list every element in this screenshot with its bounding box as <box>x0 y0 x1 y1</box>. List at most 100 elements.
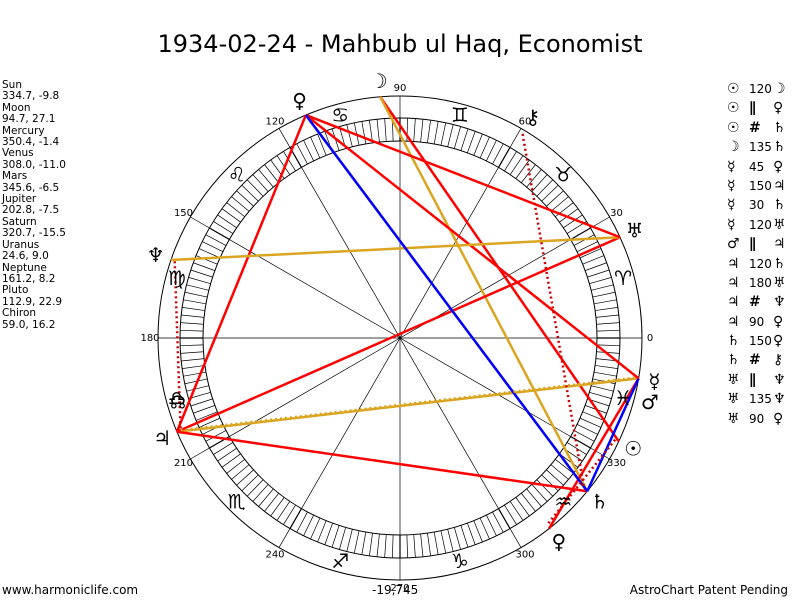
degree-labels: 0 30 60 90 120 150 180 210 240 270 300 330 <box>140 83 653 594</box>
aspect-type: 90 <box>749 411 765 426</box>
aspect-type: ∥ <box>749 100 756 117</box>
ring-tick <box>186 284 209 291</box>
ring-tick <box>486 140 497 162</box>
ring-tick <box>479 517 490 540</box>
sign-libra-icon: ♎ <box>168 386 186 410</box>
aspect-planet-2: ♄ <box>773 255 786 272</box>
aspect-planet-2: ♆ <box>773 371 786 388</box>
planet-mars-icon: ♂ <box>641 390 659 414</box>
aspect-planet-1: ☿ <box>727 177 736 194</box>
aspect-type: 135 <box>749 140 772 155</box>
aspect-planet-2: ♅ <box>773 216 786 233</box>
ring-tick <box>550 196 569 212</box>
ring-tick <box>473 133 483 156</box>
ring-tick <box>595 307 618 311</box>
ring-tick <box>406 534 409 558</box>
aspect-planet-1: ☿ <box>727 197 736 214</box>
aspect-row: ☉ ∥ ♀ <box>727 99 797 118</box>
aspect-planet-1: ♃ <box>727 255 740 272</box>
ring-tick <box>195 255 218 265</box>
ring-tick <box>182 365 205 369</box>
ring-tick <box>536 179 554 197</box>
sign-aries-icon: ♈ <box>614 266 632 290</box>
ring-tick <box>593 371 617 377</box>
ring-tick <box>241 474 259 492</box>
ring-tick <box>276 155 291 175</box>
ring-tick <box>246 479 264 497</box>
ring-tick <box>593 299 617 305</box>
ring-tick <box>595 314 619 318</box>
ring-tick <box>582 411 605 421</box>
ring-tick <box>566 442 587 455</box>
ring-tick <box>596 344 620 347</box>
ring-tick <box>195 411 218 421</box>
aspect-row: ♅ 135♆ <box>727 390 797 409</box>
sign-sagittarius-icon: ♐ <box>331 549 349 573</box>
ring-tick <box>384 118 387 142</box>
ring-tick <box>573 430 595 442</box>
ring-tick <box>576 424 598 435</box>
ring-tick <box>182 307 205 311</box>
north-node-icon: ☊ <box>170 393 186 414</box>
ring-tick <box>509 501 524 521</box>
ring-tick <box>486 514 497 536</box>
page-title: 1934-02-24 - Mahbub ul Haq, Economist <box>157 30 643 58</box>
ring-tick <box>258 488 274 507</box>
planet-coords-mercury: 350.4, -1.4 <box>2 136 60 149</box>
aspect-type: 180 <box>749 275 772 290</box>
ring-tick <box>183 299 207 305</box>
aspect-planet-2: ♀ <box>773 410 784 427</box>
aspect-type: 135 <box>749 392 772 407</box>
ring-tick <box>183 371 207 377</box>
aspect-planet-1: ♅ <box>727 371 740 388</box>
planet-coords-chiron: 59.0, 16.2 <box>2 318 56 331</box>
aspect-planet-2: ⚷ <box>773 352 784 369</box>
website-link[interactable]: www.harmoniclife.com <box>2 583 139 597</box>
planet-name-mercury: Mercury <box>2 124 45 137</box>
aspect-row: ☽ 135♄ <box>727 138 797 157</box>
ring-tick <box>440 530 447 554</box>
ring-tick <box>193 405 216 414</box>
degree-label: 330 <box>607 458 626 469</box>
aspect-planet-1: ♂ <box>727 236 740 253</box>
planet-positions-list: Sun 334.7, -9.8 Moon 94.7, 27.1 Mercury 350.4… <box>2 79 66 331</box>
sign-aquarius-icon: ♒ <box>554 489 572 513</box>
aspect-planet-2: ♃ <box>773 177 786 194</box>
aspect-row: ♂ ∥ ♃ <box>727 235 797 254</box>
sign-pisces-icon: ♓ <box>614 386 632 410</box>
aspect-row: ☿ 30 ♄ <box>727 196 797 215</box>
ring-tick <box>353 530 360 554</box>
ring-tick <box>515 159 530 179</box>
ring-tick <box>413 534 416 558</box>
aspect-line-uranus-pluto <box>305 113 621 239</box>
aspect-planet-2: ♀ <box>773 333 784 350</box>
ring-tick <box>447 529 454 552</box>
aspect-planet-2: ♄ <box>773 119 786 136</box>
planet-name-neptune: Neptune <box>2 261 47 274</box>
ring-tick <box>241 184 259 202</box>
ring-tick <box>317 133 327 156</box>
aspect-line-moon-saturn <box>379 96 589 492</box>
ring-tick <box>479 136 490 159</box>
ring-tick <box>460 128 469 151</box>
ring-tick <box>188 391 211 399</box>
ring-tick <box>221 208 241 223</box>
ring-tick <box>198 417 221 428</box>
aspect-planet-2: ♆ <box>773 391 786 408</box>
ring-tick <box>264 164 279 183</box>
aspect-line-mercury-jupiter <box>176 377 639 434</box>
planet-pluto-icon: ♀ <box>292 88 307 112</box>
aspect-planet-1: ☉ <box>727 81 740 97</box>
aspect-type: # <box>749 294 761 311</box>
degree-label: 60 <box>519 116 532 127</box>
ring-tick <box>526 488 542 507</box>
aspect-planet-1: ♅ <box>727 391 740 408</box>
aspect-type: # <box>749 119 761 136</box>
aspect-row: ☿ 150♃ <box>727 177 797 196</box>
aspect-line-pluto-saturn <box>304 114 589 493</box>
ring-tick <box>555 459 574 474</box>
sign-glyphs: ♈ ♉ ♊ ♋ ♌ ♍ ♎ ♏ ♐ ♑ ♒ ♓ <box>168 103 632 573</box>
ring-tick <box>521 493 536 512</box>
degree-label: 90 <box>394 83 407 94</box>
patent-notice: AstroChart Patent Pending <box>629 583 788 597</box>
